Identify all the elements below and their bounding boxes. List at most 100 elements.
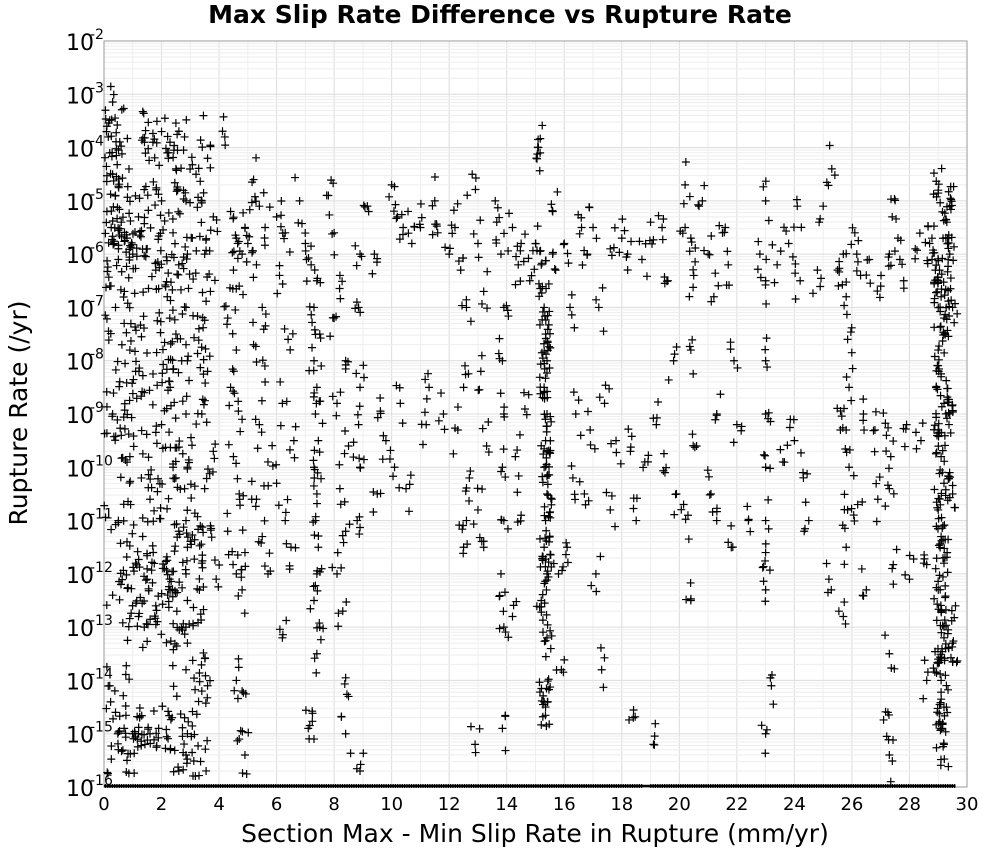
data-point bbox=[236, 726, 245, 735]
data-point bbox=[540, 364, 549, 373]
data-point bbox=[354, 303, 363, 312]
data-point bbox=[102, 429, 111, 438]
data-point bbox=[199, 323, 208, 332]
data-point bbox=[478, 485, 487, 494]
data-point bbox=[877, 271, 886, 280]
data-point bbox=[194, 324, 203, 333]
data-point bbox=[162, 252, 171, 261]
data-point bbox=[940, 457, 949, 466]
data-point bbox=[154, 474, 163, 483]
data-point bbox=[139, 324, 148, 333]
data-point bbox=[301, 246, 310, 255]
data-point bbox=[541, 256, 550, 265]
data-point bbox=[422, 394, 431, 403]
data-point bbox=[308, 717, 317, 726]
data-point bbox=[203, 154, 212, 163]
data-point bbox=[338, 531, 347, 540]
data-point bbox=[681, 515, 690, 524]
data-point bbox=[859, 395, 868, 404]
data-point bbox=[712, 504, 721, 513]
data-point bbox=[888, 757, 897, 766]
data-point bbox=[716, 390, 725, 399]
y-tick-base: 10 bbox=[66, 244, 94, 269]
y-axis-label: Rupture Rate (/yr) bbox=[4, 301, 33, 526]
data-point bbox=[533, 143, 542, 152]
data-point bbox=[179, 253, 188, 262]
data-point bbox=[607, 439, 616, 448]
data-point bbox=[112, 151, 121, 160]
data-point bbox=[111, 191, 120, 200]
data-point bbox=[143, 620, 152, 629]
data-point bbox=[546, 513, 555, 522]
data-point bbox=[941, 605, 950, 614]
data-point bbox=[948, 642, 957, 651]
data-point bbox=[106, 281, 115, 290]
data-point bbox=[708, 507, 717, 516]
data-point bbox=[690, 443, 699, 452]
data-point bbox=[935, 469, 944, 478]
data-point bbox=[533, 222, 542, 231]
data-point bbox=[840, 505, 849, 514]
data-point bbox=[932, 288, 941, 297]
data-point bbox=[796, 448, 805, 457]
data-point bbox=[930, 323, 939, 332]
data-point bbox=[224, 440, 233, 449]
data-point bbox=[544, 446, 553, 455]
data-point bbox=[336, 294, 345, 303]
data-point bbox=[311, 330, 320, 339]
data-point bbox=[214, 582, 223, 591]
data-point bbox=[273, 289, 282, 298]
data-point bbox=[157, 196, 166, 205]
data-point bbox=[764, 495, 773, 504]
data-point bbox=[934, 429, 943, 438]
data-point bbox=[325, 210, 334, 219]
data-point bbox=[113, 121, 122, 130]
data-point bbox=[941, 593, 950, 602]
data-point bbox=[837, 412, 846, 421]
data-point bbox=[101, 229, 110, 238]
data-point bbox=[168, 306, 177, 315]
data-point bbox=[153, 487, 162, 496]
data-point bbox=[892, 545, 901, 554]
data-point bbox=[726, 338, 735, 347]
data-point bbox=[225, 401, 234, 410]
data-point bbox=[291, 173, 300, 182]
data-point bbox=[131, 326, 140, 335]
data-point bbox=[404, 207, 413, 216]
y-tick-label: 10-12 bbox=[66, 560, 113, 589]
data-point bbox=[817, 274, 826, 283]
data-point bbox=[185, 376, 194, 385]
data-point bbox=[170, 547, 179, 556]
data-point bbox=[397, 210, 406, 219]
data-point bbox=[357, 252, 366, 261]
data-point bbox=[161, 144, 170, 153]
data-point bbox=[141, 149, 150, 158]
data-point bbox=[931, 449, 940, 458]
data-point bbox=[199, 188, 208, 197]
data-point bbox=[177, 164, 186, 173]
data-point bbox=[112, 261, 121, 270]
data-point bbox=[390, 463, 399, 472]
data-point bbox=[686, 346, 695, 355]
data-point bbox=[941, 581, 950, 590]
data-point bbox=[108, 148, 117, 157]
data-point bbox=[385, 454, 394, 463]
data-point bbox=[141, 182, 150, 191]
data-point bbox=[334, 609, 343, 618]
data-point bbox=[158, 345, 167, 354]
data-point bbox=[275, 271, 284, 280]
data-point bbox=[932, 583, 941, 592]
data-point bbox=[714, 281, 723, 290]
data-point bbox=[879, 715, 888, 724]
data-point bbox=[882, 732, 891, 741]
data-point bbox=[642, 272, 651, 281]
data-point bbox=[309, 303, 318, 312]
data-point bbox=[545, 508, 554, 517]
data-point bbox=[156, 211, 165, 220]
data-point bbox=[937, 292, 946, 301]
data-point bbox=[312, 489, 321, 498]
data-point bbox=[194, 697, 203, 706]
data-point bbox=[466, 722, 475, 731]
data-point bbox=[946, 653, 955, 662]
data-point bbox=[499, 623, 508, 632]
